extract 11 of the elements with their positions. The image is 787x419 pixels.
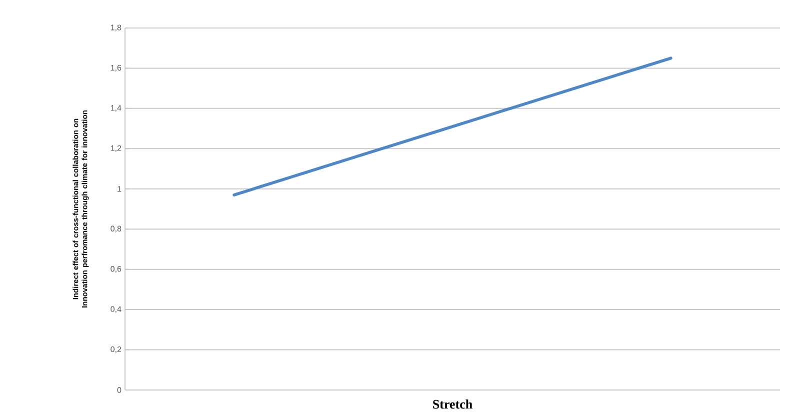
y-tick-label: 1,6 (110, 64, 122, 72)
y-tick-label: 0,4 (110, 306, 122, 313)
y-tick-label: 1,2 (110, 145, 122, 152)
y-tick-label: 1 (118, 186, 122, 192)
y-tick-label: 0 (117, 387, 122, 393)
y-tick-label: 0,2 (110, 346, 122, 354)
y-tick-label: 1,8 (110, 24, 122, 32)
x-axis-title: Stretch (433, 400, 472, 409)
y-tick-label: 0,8 (110, 226, 122, 232)
y-tick-label: 1,4 (110, 105, 122, 112)
y-tick-label: 0,6 (110, 266, 122, 273)
